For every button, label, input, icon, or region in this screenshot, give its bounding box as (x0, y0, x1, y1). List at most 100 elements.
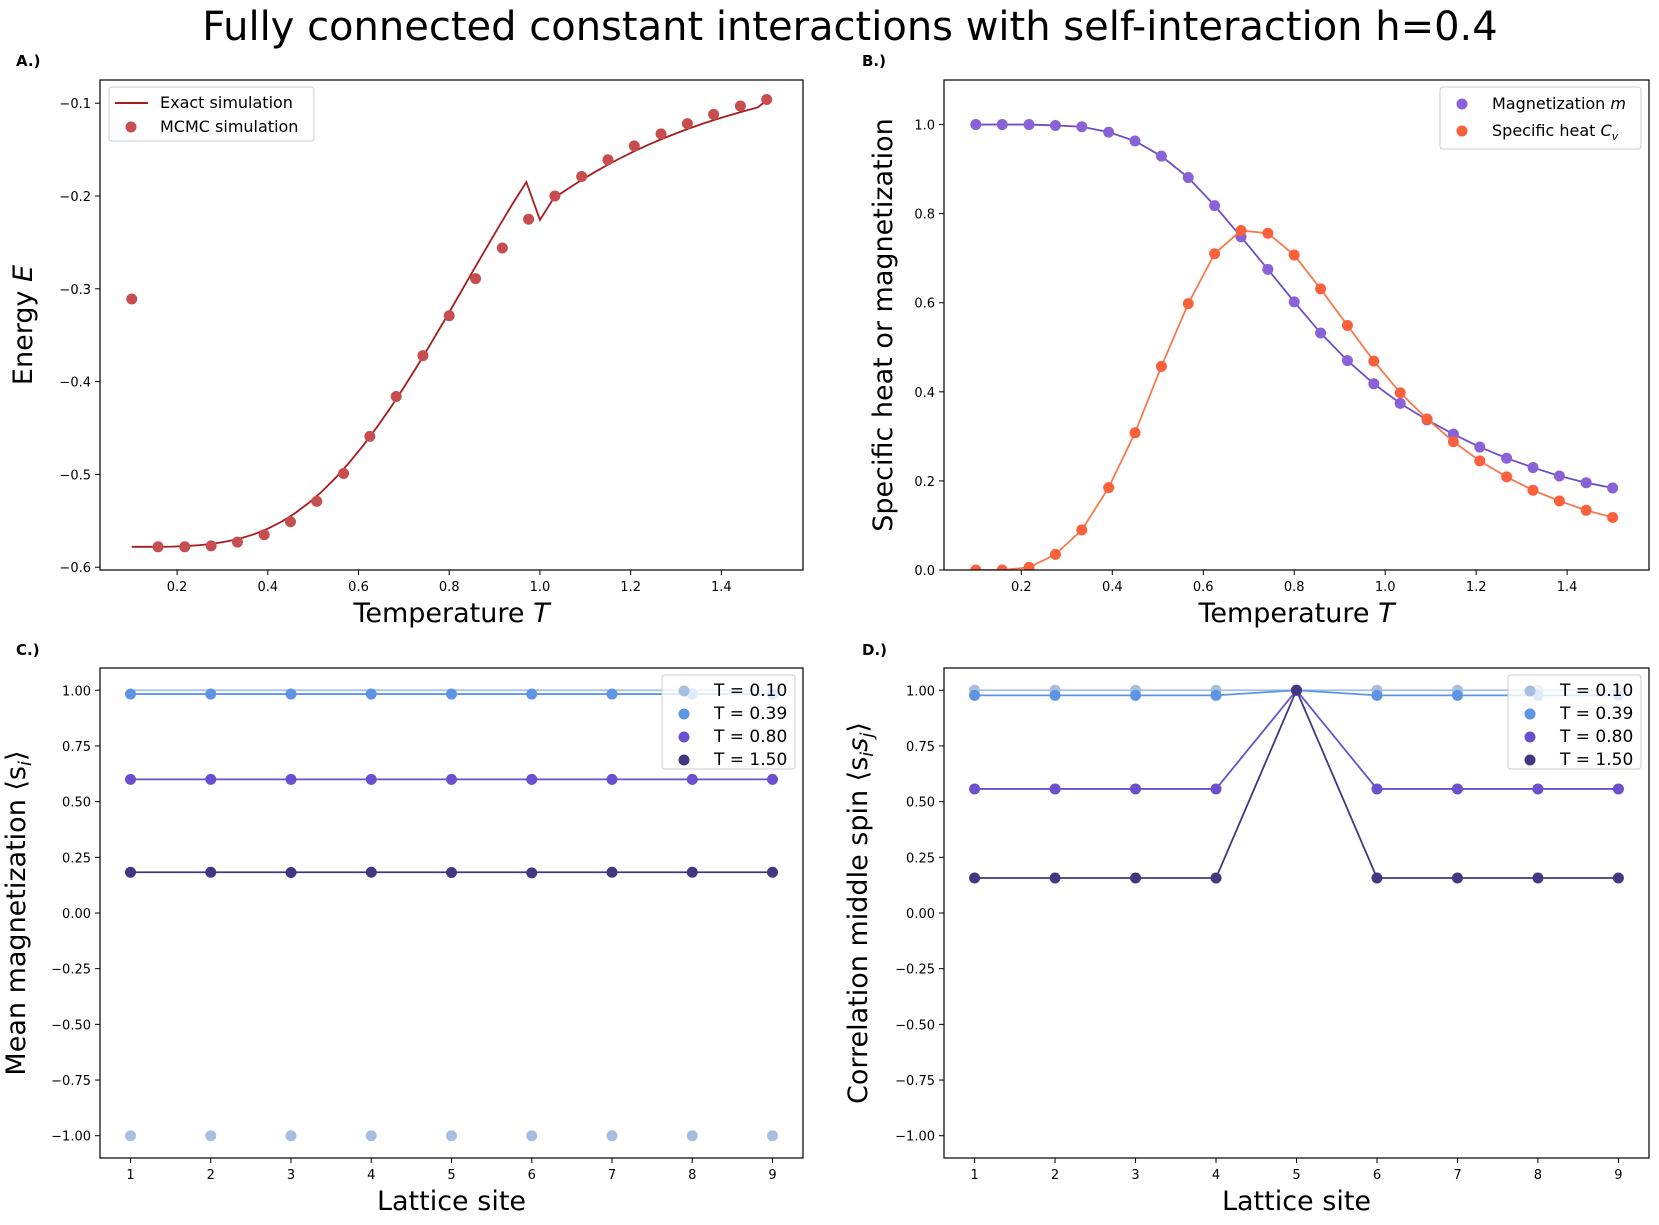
series-point-T150 (205, 866, 217, 878)
mcmc-point (470, 273, 482, 285)
series-point-T039 (969, 689, 981, 701)
series-point-T080 (1130, 783, 1142, 795)
legend-label-text: Magnetization (1492, 94, 1610, 113)
mcmc-point (284, 516, 296, 528)
specific-heat-point (1553, 495, 1565, 507)
y-tick-label: −0.4 (59, 376, 91, 391)
x-axis-label: Lattice site (377, 1186, 526, 1217)
series-point-T080 (365, 773, 377, 785)
y-tick-label: −0.75 (895, 1074, 935, 1089)
legend-dot-marker (678, 731, 690, 743)
specific-heat-point (1580, 504, 1592, 516)
series-point-T039 (1130, 689, 1142, 701)
y-tick-label: −0.25 (895, 963, 935, 978)
specific-heat-point (1049, 548, 1061, 560)
series-point-T150 (1451, 872, 1463, 884)
legend-label-var: m (1610, 94, 1626, 113)
series-point-T150 (686, 866, 698, 878)
series-point-T080 (1049, 783, 1061, 795)
x-tick-label: 1.4 (711, 580, 732, 595)
series-point-T150 (1130, 872, 1142, 884)
y-axis-label-text: Correlation middle spin (843, 781, 874, 1104)
series-point-T150 (526, 867, 538, 879)
series-point-T039 (365, 688, 377, 700)
series-point-T039 (1210, 689, 1222, 701)
x-tick-label: 0.8 (439, 580, 460, 595)
legend-label: T = 1.50 (713, 750, 787, 770)
magnetization-point (1049, 119, 1061, 131)
legend-label-sub: v (1612, 130, 1619, 143)
x-tick-label: 0.6 (348, 580, 369, 595)
specific-heat-point (1129, 427, 1141, 439)
x-tick-label: 7 (608, 1168, 616, 1183)
specific-heat-point (1474, 455, 1486, 467)
legend-B: Magnetization m Specific heat Cv (1439, 86, 1642, 150)
series-point-T080 (205, 773, 217, 785)
x-tick-label: 1.0 (530, 580, 551, 595)
legend-dot-marker (1524, 708, 1536, 720)
mcmc-point (258, 529, 270, 541)
specific-heat-point (1607, 511, 1619, 523)
x-axis-label: Lattice site (1222, 1186, 1371, 1217)
panel-C: C.) 1 2 3 4 5 6 7 8 9 −1.00 −0.75 −0.50 −0.25 0.00 0.25… (1, 641, 804, 1217)
y-tick-label: 0.50 (906, 796, 935, 811)
panel-A: A.) 0.2 0.4 0.6 0.8 1.0 1.2 1.4 −0.6 −0.5 −0.4 −0.3… (8, 52, 804, 629)
x-axis-label-text: Lattice site (1222, 1186, 1371, 1217)
magnetization-point (1155, 150, 1167, 162)
legend-box (108, 86, 315, 142)
series-point-T150 (365, 866, 377, 878)
y-tick-label: 1.00 (62, 684, 91, 699)
series-point-T150 (285, 866, 297, 878)
mcmc-point (205, 540, 217, 552)
legend-C: T = 0.10 T = 0.39 T = 0.80 T = 1.50 (661, 674, 796, 770)
mcmc-point (708, 108, 720, 120)
series-point-T080 (1532, 783, 1544, 795)
y-axis-label-var: ⟨s (843, 757, 874, 782)
mcmc-point (417, 350, 429, 362)
mcmc-point (549, 190, 561, 202)
series-point-T010 (285, 1130, 297, 1142)
magnetization-point (1394, 397, 1406, 409)
specific-heat-point (1262, 227, 1274, 239)
series-point-T010 (125, 1130, 136, 1142)
legend-dot-marker (1524, 754, 1536, 766)
series-point-T039 (205, 688, 217, 700)
y-tick-label: 0.8 (914, 208, 935, 223)
specific-heat-point (1155, 360, 1167, 372)
magnetization-point (1501, 452, 1513, 464)
y-axis-label-end: ⟩ (1, 750, 32, 761)
mcmc-point (152, 541, 164, 553)
legend-D: T = 0.10 T = 0.39 T = 0.80 T = 1.50 (1507, 674, 1642, 770)
series-point-T039 (285, 688, 297, 700)
x-tick-label: 0.4 (1102, 580, 1123, 595)
x-tick-label: 7 (1453, 1168, 1461, 1183)
legend-label: T = 0.10 (713, 681, 787, 701)
legend-box (1507, 674, 1642, 770)
legend-dot-marker (1524, 731, 1536, 743)
panel-label-A: A.) (16, 52, 40, 70)
x-tick-label: 1 (126, 1168, 134, 1183)
x-tick-label: 0.4 (257, 580, 278, 595)
series-point-T080 (285, 773, 297, 785)
y-tick-label: 0.0 (914, 564, 935, 579)
y-axis-label-end: ⟩ (843, 722, 874, 733)
specific-heat-point (1076, 524, 1088, 536)
magnetization-point (1527, 462, 1539, 474)
mcmc-point (179, 541, 191, 553)
y-axis-label-text: Specific heat or magnetization (868, 118, 899, 532)
panel-label-B: B.) (862, 52, 886, 70)
specific-heat-point (996, 564, 1008, 570)
x-tick-label: 1.4 (1557, 580, 1578, 595)
magnetization-point (996, 119, 1008, 131)
mcmc-point (761, 93, 773, 105)
series-point-T150 (125, 866, 136, 878)
y-tick-label: −0.75 (51, 1074, 91, 1089)
legend-label: T = 0.80 (1559, 727, 1633, 747)
series-point-T039 (606, 688, 618, 700)
specific-heat-point (1527, 484, 1539, 496)
magnetization-point (1315, 327, 1327, 339)
series-point-T010 (686, 1130, 698, 1142)
y-axis-label-var2: s (843, 738, 874, 752)
specific-heat-point (1421, 413, 1433, 425)
